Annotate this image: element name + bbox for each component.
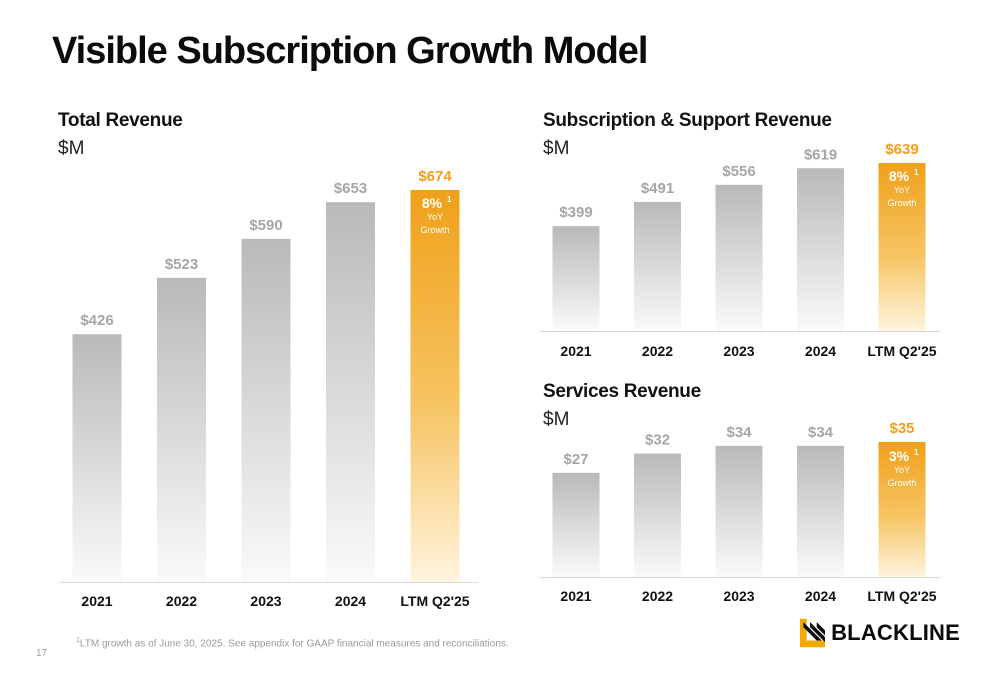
value-label: $619 xyxy=(804,146,837,163)
value-label: $556 xyxy=(722,163,755,180)
bar xyxy=(634,201,681,331)
subscription-revenue-title: Subscription & Support Revenue xyxy=(543,110,832,131)
growth-footnote-marker: 1 xyxy=(914,168,919,177)
subscription-revenue-unit: $M xyxy=(543,138,570,159)
growth-line2: Growth xyxy=(887,478,916,488)
bar xyxy=(410,190,460,582)
logo-text: BLACKLINE xyxy=(831,620,960,645)
total-revenue-unit: $M xyxy=(58,138,85,159)
value-label: $34 xyxy=(726,424,752,441)
growth-line1: YoY xyxy=(427,212,443,222)
category-label: LTM Q2'25 xyxy=(867,343,936,359)
growth-value: 3% xyxy=(889,448,910,464)
category-label: 2023 xyxy=(723,588,754,604)
footnote-marker: 1 xyxy=(76,637,80,644)
growth-line1: YoY xyxy=(894,185,910,195)
bar xyxy=(72,334,122,582)
value-label: $426 xyxy=(80,312,113,329)
bar xyxy=(797,168,844,331)
total-revenue-title: Total Revenue xyxy=(58,110,183,131)
value-label: $590 xyxy=(249,217,282,234)
category-label: 2024 xyxy=(805,588,836,604)
growth-value: 8% xyxy=(422,195,443,211)
value-label: $34 xyxy=(808,424,834,441)
growth-line1: YoY xyxy=(894,465,910,475)
category-label: 2024 xyxy=(805,343,836,359)
category-label: 2022 xyxy=(166,593,197,609)
bar xyxy=(241,238,291,582)
bar xyxy=(634,453,681,577)
growth-footnote-marker: 1 xyxy=(914,448,919,457)
value-label: $523 xyxy=(165,256,198,273)
bar xyxy=(715,184,763,331)
bar xyxy=(878,442,926,577)
category-label: 2021 xyxy=(560,343,591,359)
bar xyxy=(552,472,600,577)
category-label: 2024 xyxy=(335,593,366,609)
services-revenue-unit: $M xyxy=(543,409,570,430)
value-label: $674 xyxy=(418,168,452,185)
page-number: 17 xyxy=(36,648,48,659)
value-label: $32 xyxy=(645,432,670,449)
footnote-text: LTM growth as of June 30, 2025. See appe… xyxy=(79,638,509,650)
growth-line2: Growth xyxy=(887,198,916,208)
value-label: $399 xyxy=(559,204,592,221)
footnote: 1LTM growth as of June 30, 2025. See app… xyxy=(76,637,509,649)
value-label: $491 xyxy=(641,180,674,197)
bar xyxy=(715,445,763,577)
bar xyxy=(326,202,375,582)
category-label: 2021 xyxy=(81,593,112,609)
bar xyxy=(552,226,600,331)
bar xyxy=(797,445,844,577)
blackline-logo: BLACKLINE xyxy=(800,612,960,654)
category-label: 2022 xyxy=(642,343,673,359)
growth-value: 8% xyxy=(889,168,910,184)
bar xyxy=(878,163,926,331)
category-label: 2022 xyxy=(642,588,673,604)
value-label: $653 xyxy=(334,180,367,197)
value-label: $639 xyxy=(885,141,918,158)
value-label: $35 xyxy=(889,420,914,437)
page-title: Visible Subscription Growth Model xyxy=(52,30,648,72)
category-label: 2021 xyxy=(560,588,591,604)
services-revenue-title: Services Revenue xyxy=(543,381,701,402)
category-label: LTM Q2'25 xyxy=(400,593,469,609)
growth-footnote-marker: 1 xyxy=(447,195,452,204)
value-label: $27 xyxy=(563,451,588,468)
blackline-mark-icon xyxy=(800,618,826,648)
growth-line2: Growth xyxy=(420,225,449,235)
category-label: 2023 xyxy=(250,593,281,609)
category-label: 2023 xyxy=(723,343,754,359)
category-label: LTM Q2'25 xyxy=(867,588,936,604)
bar xyxy=(157,277,206,582)
